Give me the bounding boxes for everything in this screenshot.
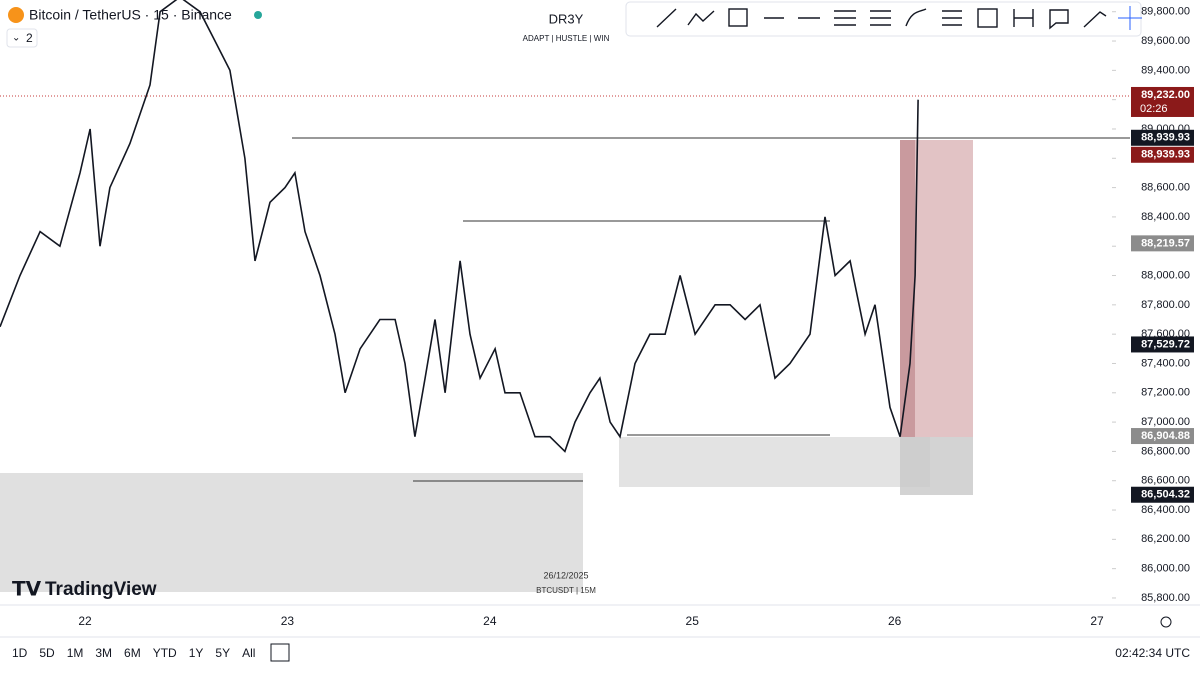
drawing-toolbar (625, 1, 1142, 37)
settings-button[interactable] (1160, 616, 1172, 628)
y-tick-label: 86,000.00 (1141, 563, 1190, 575)
x-tick-label: 22 (78, 614, 92, 628)
date-note: 26/12/2025 (543, 570, 588, 580)
chevron: ⌄ (12, 33, 20, 44)
y-tick-label: 86,200.00 (1141, 533, 1190, 545)
measure-tool[interactable] (1013, 9, 1034, 27)
indicator-count: 2 (26, 31, 33, 45)
note-tool[interactable] (1049, 9, 1069, 30)
price-label: 86,904.88 (1141, 430, 1190, 442)
series (0, 0, 919, 453)
range-button[interactable]: 1Y (189, 646, 204, 660)
symbol-note: BTCUSDT | 15M (536, 586, 596, 595)
brush-tool[interactable] (1083, 11, 1107, 28)
y-tick-label: 89,600.00 (1141, 35, 1190, 47)
y-tick-label: 87,000.00 (1141, 416, 1190, 428)
price-label-box (1131, 129, 1194, 146)
countdown: 02:26 (1140, 103, 1168, 115)
range-button[interactable]: 5D (39, 646, 55, 660)
price-line (0, 0, 919, 453)
indicator-toggle[interactable] (6, 28, 38, 48)
x-tick-label: 26 (888, 614, 902, 628)
range-button[interactable]: YTD (153, 646, 177, 660)
price-label: 88,939.93 (1141, 132, 1190, 144)
price-label-box (1131, 146, 1194, 163)
grid-tool[interactable] (977, 8, 998, 28)
price-label-box (1131, 428, 1194, 445)
range-button[interactable]: 1D (12, 646, 28, 660)
range-button[interactable]: 1M (67, 646, 84, 660)
x-tick-label: 23 (281, 614, 295, 628)
clock: 02:42:34 UTC (1115, 646, 1190, 660)
x-tick-label: 24 (483, 614, 497, 628)
crosshair-tool[interactable] (1118, 6, 1142, 30)
y-tick-label: 88,000.00 (1141, 269, 1190, 281)
range-button[interactable]: 6M (124, 646, 141, 660)
watermark-title: DR3Y (549, 11, 584, 26)
x-tick-label: 27 (1090, 614, 1104, 628)
price-label: 89,232.00 (1141, 89, 1190, 101)
price-label: 88,219.57 (1141, 237, 1190, 249)
y-tick-label: 89,400.00 (1141, 64, 1190, 76)
y-tick-label: 89,800.00 (1141, 6, 1190, 18)
gann-tool[interactable] (942, 10, 962, 26)
range-button[interactable]: 5Y (215, 646, 230, 660)
price-label: 86,504.32 (1141, 489, 1190, 501)
range-button[interactable]: 3M (95, 646, 112, 660)
date-range-button[interactable] (270, 643, 290, 662)
y-tick-label: 85,800.00 (1141, 592, 1190, 604)
rect-tool[interactable] (728, 8, 748, 27)
status-dot (254, 11, 262, 19)
fib-tool[interactable] (834, 10, 856, 26)
x-tick-label: 25 (686, 614, 700, 628)
zone (0, 473, 583, 592)
price-label: 87,529.72 (1141, 338, 1190, 350)
curve-tool[interactable] (905, 8, 927, 27)
y-tick-label: 86,800.00 (1141, 445, 1190, 457)
y-tick-label: 86,600.00 (1141, 475, 1190, 487)
path-tool[interactable] (687, 10, 715, 26)
trend-tool[interactable] (656, 8, 677, 28)
zone (619, 437, 930, 487)
target-zone (900, 140, 915, 437)
price-axis: 85,800.00 86,000.00 86,200.00 86,400.00 86,6… (1112, 6, 1190, 604)
price-label-box (1131, 235, 1194, 252)
price-label: 88,939.93 (1141, 149, 1190, 161)
y-tick-label: 87,400.00 (1141, 357, 1190, 369)
y-tick-label: 87,800.00 (1141, 299, 1190, 311)
channel-tool[interactable] (870, 10, 891, 26)
y-tick-label: 86,400.00 (1141, 504, 1190, 516)
range-button[interactable]: All (242, 646, 255, 660)
y-tick-label: 87,200.00 (1141, 387, 1190, 399)
watermark-subtitle: ADAPT | HUSTLE | WIN (523, 34, 610, 43)
price-label-box (1131, 486, 1194, 503)
price-label-box (1131, 336, 1194, 353)
logo-text: TradingView (45, 579, 157, 600)
y-tick-label: 88,600.00 (1141, 182, 1190, 194)
logo: 𝗧𝗩 (12, 578, 42, 600)
coin-icon (8, 7, 24, 23)
zone (900, 437, 973, 495)
price-label-box (1131, 86, 1194, 117)
y-tick-label: 88,400.00 (1141, 211, 1190, 223)
symbol-title: Bitcoin / TetherUS · 15 · Binance (29, 7, 232, 23)
